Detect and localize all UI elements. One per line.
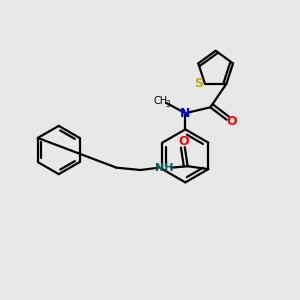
Text: O: O	[178, 135, 189, 148]
Text: 3: 3	[165, 100, 170, 109]
Text: O: O	[226, 115, 237, 128]
Text: NH: NH	[155, 163, 174, 173]
Text: CH: CH	[154, 96, 168, 106]
Text: S: S	[194, 77, 203, 90]
Text: N: N	[180, 107, 190, 120]
